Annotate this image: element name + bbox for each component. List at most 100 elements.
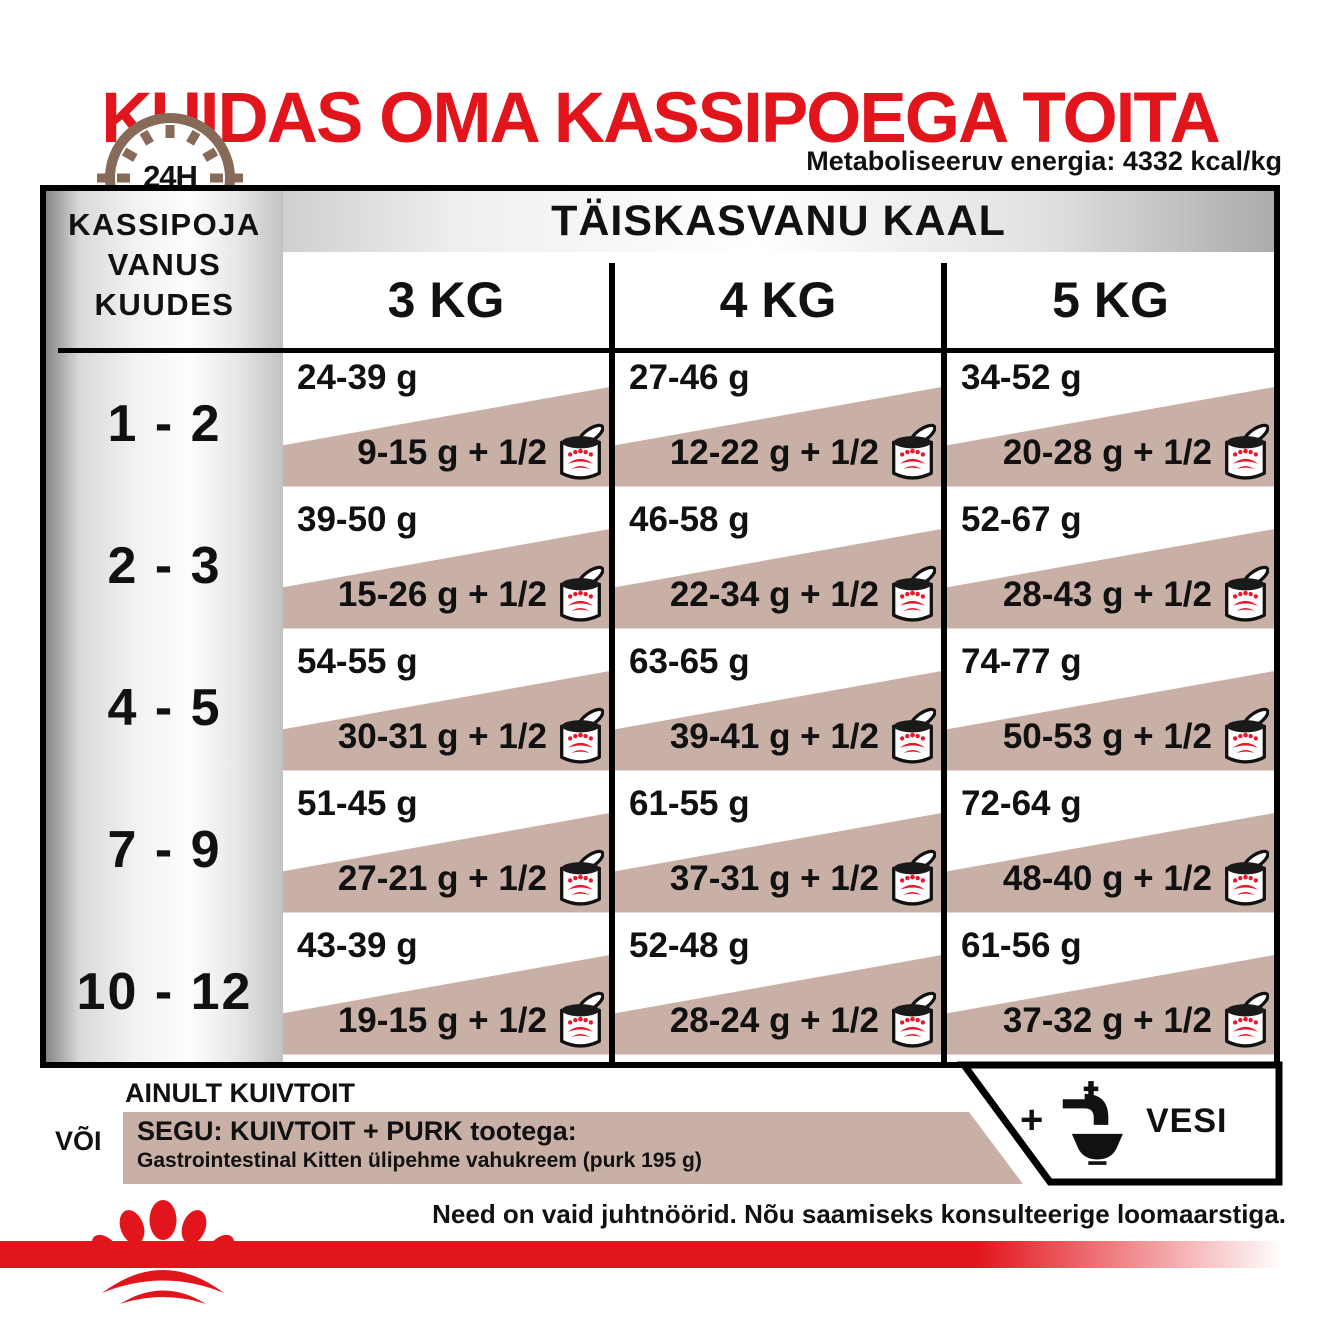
age-range-label: 4 - 5: [107, 679, 222, 737]
mixed-feeding-legend: SEGU: KUIVTOIT + PURK tootega: Gastroint…: [123, 1112, 1023, 1184]
dry-food-amount: 27-46 g: [629, 358, 750, 397]
age-column-header: KASSIPOJA VANUS KUUDES: [46, 205, 283, 325]
dry-food-amount: 34-52 g: [961, 358, 1082, 397]
wet-food-can-icon: [1222, 707, 1269, 768]
water-tap-icon: [1062, 1081, 1123, 1165]
adult-weight-header: TÄISKASVANU KAAL: [283, 191, 1274, 252]
mixed-amount-text: 28-43 g + 1/2: [1002, 575, 1212, 614]
feeding-cell: 54-55 g 30-31 g + 1/2: [283, 637, 609, 779]
water-label: VESI: [1146, 1102, 1228, 1140]
water-callout-box: [957, 1061, 1283, 1186]
mixed-amount-text: 27-21 g + 1/2: [337, 859, 547, 898]
mixed-amount-text: 30-31 g + 1/2: [337, 717, 547, 756]
dry-food-amount: 61-55 g: [629, 784, 750, 823]
age-column-background: [46, 191, 283, 1062]
dry-food-amount: 43-39 g: [297, 926, 418, 965]
column-header-4kg: 4 KG: [719, 272, 837, 328]
feeding-table: TÄISKASVANU KAAL KASSIPOJA VANUS KUUDES …: [40, 185, 1280, 1068]
dry-food-amount: 51-45 g: [297, 784, 418, 823]
mixed-amount-text: 39-41 g + 1/2: [669, 717, 879, 756]
mixed-feeding-amount: 12-22 g + 1/2: [615, 421, 936, 485]
feeding-cell: 61-55 g 37-31 g + 1/2: [615, 779, 941, 921]
wet-food-can-icon: [557, 565, 604, 626]
mixed-feeding-amount: 28-43 g + 1/2: [947, 563, 1269, 627]
mixed-amount-text: 19-15 g + 1/2: [337, 1001, 547, 1040]
mixed-feeding-amount: 20-28 g + 1/2: [947, 421, 1269, 485]
table-row: 10 - 12 43-39 g 19-15 g + 1/2 52-48 g 28-24 …: [46, 921, 1274, 1062]
mixed-feeding-amount: 27-21 g + 1/2: [283, 847, 604, 911]
dry-food-amount: 74-77 g: [961, 642, 1082, 681]
mixed-feeding-amount: 37-32 g + 1/2: [947, 989, 1269, 1053]
mixed-amount-text: 9-15 g + 1/2: [357, 433, 547, 472]
wet-food-can-icon: [557, 849, 604, 910]
mixed-feeding-amount: 39-41 g + 1/2: [615, 705, 936, 769]
dry-food-amount: 52-48 g: [629, 926, 750, 965]
dry-food-amount: 39-50 g: [297, 500, 418, 539]
mixed-amount-text: 48-40 g + 1/2: [1002, 859, 1212, 898]
wet-food-can-icon: [1222, 565, 1269, 626]
feeding-cell: 39-50 g 15-26 g + 1/2: [283, 495, 609, 637]
feeding-cell: 52-48 g 28-24 g + 1/2: [615, 921, 941, 1062]
mixed-feeding-amount: 15-26 g + 1/2: [283, 563, 604, 627]
dry-food-amount: 61-56 g: [961, 926, 1082, 965]
wet-food-can-icon: [1222, 849, 1269, 910]
metabolic-energy-note: Metaboliseeruv energia: 4332 kcal/kg: [806, 146, 1282, 176]
mixed-feeding-amount: 28-24 g + 1/2: [615, 989, 936, 1053]
feeding-cell: 51-45 g 27-21 g + 1/2: [283, 779, 609, 921]
mixed-amount-text: 50-53 g + 1/2: [1002, 717, 1212, 756]
dry-food-amount: 24-39 g: [297, 358, 418, 397]
column-divider: [941, 263, 947, 1062]
column-divider: [609, 263, 615, 1062]
age-range-label: 1 - 2: [107, 395, 222, 453]
wet-food-can-icon: [889, 565, 936, 626]
feeding-cell: 27-46 g 12-22 g + 1/2: [615, 353, 941, 495]
mixed-feeding-amount: 48-40 g + 1/2: [947, 847, 1269, 911]
feeding-cell: 63-65 g 39-41 g + 1/2: [615, 637, 941, 779]
table-row: 1 - 2 24-39 g 9-15 g + 1/2 27-46 g 12-22 g +…: [46, 353, 1274, 495]
wet-food-can-icon: [889, 423, 936, 484]
plus-sign: +: [1020, 1098, 1044, 1142]
dry-food-amount: 72-64 g: [961, 784, 1082, 823]
dry-food-amount: 63-65 g: [629, 642, 750, 681]
mixed-feeding-title: SEGU: KUIVTOIT + PURK tootega:: [137, 1116, 577, 1146]
mixed-amount-text: 37-31 g + 1/2: [669, 859, 879, 898]
feeding-cell: 74-77 g 50-53 g + 1/2: [947, 637, 1274, 779]
age-header-line: KASSIPOJA: [68, 207, 261, 242]
mixed-amount-text: 28-24 g + 1/2: [669, 1001, 879, 1040]
dry-food-amount: 52-67 g: [961, 500, 1082, 539]
mixed-feeding-amount: 22-34 g + 1/2: [615, 563, 936, 627]
feeding-cell: 61-56 g 37-32 g + 1/2: [947, 921, 1274, 1062]
age-header-line: KUUDES: [94, 287, 235, 322]
dry-only-label: AINULT KUIVTOIT: [125, 1078, 355, 1108]
column-header-3kg: 3 KG: [387, 272, 505, 328]
mixed-feeding-amount: 50-53 g + 1/2: [947, 705, 1269, 769]
mixed-amount-text: 20-28 g + 1/2: [1002, 433, 1212, 472]
table-rows: 1 - 2 24-39 g 9-15 g + 1/2 27-46 g 12-22 g +…: [46, 353, 1274, 1062]
mixed-amount-text: 15-26 g + 1/2: [337, 575, 547, 614]
feeding-cell: 46-58 g 22-34 g + 1/2: [615, 495, 941, 637]
age-range-label: 2 - 3: [107, 537, 222, 595]
wet-food-can-icon: [889, 707, 936, 768]
feeding-cell: 72-64 g 48-40 g + 1/2: [947, 779, 1274, 921]
column-header-5kg: 5 KG: [1052, 272, 1169, 328]
table-row: 7 - 9 51-45 g 27-21 g + 1/2 61-55 g 37-31 g …: [46, 779, 1274, 921]
age-header-line: VANUS: [107, 247, 222, 282]
disclaimer-text: Need on vaid juhtnöörid. Nõu saamiseks k…: [432, 1199, 1286, 1229]
feeding-cell: 52-67 g 28-43 g + 1/2: [947, 495, 1274, 637]
feeding-cell: 43-39 g 19-15 g + 1/2: [283, 921, 609, 1062]
feeding-cell: 24-39 g 9-15 g + 1/2: [283, 353, 609, 495]
royal-canin-paw-logo: [91, 1200, 235, 1304]
age-range-label: 10 - 12: [76, 963, 253, 1021]
mixed-amount-text: 37-32 g + 1/2: [1002, 1001, 1212, 1040]
mixed-feeding-amount: 37-31 g + 1/2: [615, 847, 936, 911]
age-range-label: 7 - 9: [107, 821, 222, 879]
dry-food-amount: 54-55 g: [297, 642, 418, 681]
wet-food-can-icon: [1222, 423, 1269, 484]
table-row: 4 - 5 54-55 g 30-31 g + 1/2 63-65 g 39-41 g …: [46, 637, 1274, 779]
page-title: KUIDAS OMA KASSIPOEGA TOITA: [101, 78, 1221, 158]
wet-food-can-icon: [557, 707, 604, 768]
feeding-cell: 34-52 g 20-28 g + 1/2: [947, 353, 1274, 495]
mixed-amount-text: 22-34 g + 1/2: [669, 575, 879, 614]
wet-food-can-icon: [1222, 991, 1269, 1052]
